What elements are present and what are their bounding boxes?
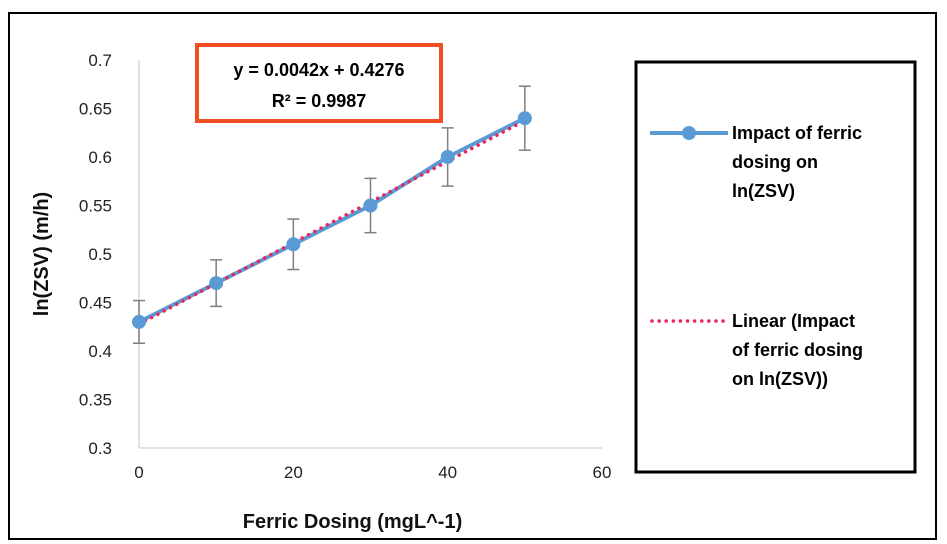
legend-trend-label-line-3: on ln(ZSV)) [732, 369, 828, 389]
data-point [209, 276, 224, 291]
legend-trend-label-line-1: Linear (Impact [732, 311, 855, 331]
y-tick-label: 0.55 [79, 197, 112, 216]
legend: Impact of ferric dosing on ln(ZSV) Linea… [634, 60, 917, 474]
legend-series-label-line-3: ln(ZSV) [732, 181, 795, 201]
y-tick-label: 0.3 [88, 439, 112, 458]
equation-text: y = 0.0042x + 0.4276 [233, 60, 404, 80]
y-tick-label: 0.4 [88, 342, 112, 361]
data-point [286, 237, 301, 252]
legend-box [634, 60, 917, 474]
y-tick-label: 0.5 [88, 245, 112, 264]
x-axis-title: Ferric Dosing (mgL^-1) [243, 511, 462, 533]
legend-series-label-line-2: dosing on [732, 152, 818, 172]
equation-box: y = 0.0042x + 0.4276 R² = 0.9987 [195, 43, 443, 123]
y-tick-labels: 0.3 0.35 0.4 0.45 0.5 0.55 0.6 0.65 0.7 [79, 51, 112, 458]
error-bars [133, 85, 531, 344]
y-tick-label: 0.7 [88, 51, 112, 70]
data-point [132, 314, 146, 329]
x-tick-label: 0 [134, 463, 143, 482]
axes [138, 60, 602, 449]
data-point [363, 198, 378, 213]
y-tick-label: 0.35 [79, 391, 112, 410]
y-tick-label: 0.65 [79, 100, 112, 119]
y-axis-title: ln(ZSV) (m/h) [31, 192, 53, 316]
trendline [137, 118, 527, 326]
data-point [440, 150, 455, 164]
x-tick-label: 60 [593, 463, 612, 482]
y-tick-label: 0.45 [79, 294, 112, 313]
data-points [132, 111, 532, 329]
legend-series-marker [682, 126, 696, 140]
series-line [138, 116, 526, 324]
y-tick-label: 0.6 [88, 148, 112, 167]
x-tick-label: 40 [438, 463, 457, 482]
x-tick-labels: 0 20 40 60 [134, 463, 611, 482]
x-tick-label: 20 [284, 463, 303, 482]
data-point [517, 111, 532, 126]
r-squared-text: R² = 0.9987 [272, 91, 367, 111]
legend-series-label-line-1: Impact of ferric [732, 123, 862, 143]
equation-box-border [195, 43, 443, 123]
legend-trend-label-line-2: of ferric dosing [732, 340, 863, 360]
